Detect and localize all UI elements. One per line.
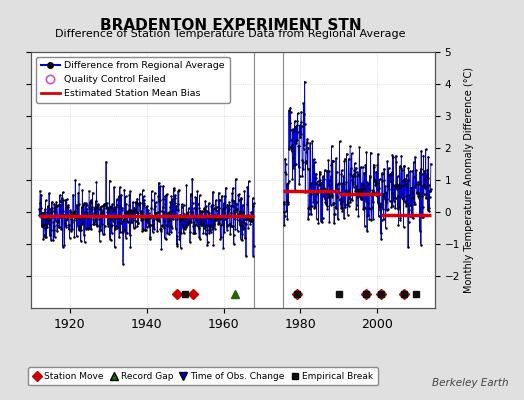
Text: Berkeley Earth: Berkeley Earth [432,378,508,388]
Y-axis label: Monthly Temperature Anomaly Difference (°C): Monthly Temperature Anomaly Difference (… [464,67,474,293]
Text: BRADENTON EXPERIMENT STN: BRADENTON EXPERIMENT STN [100,18,362,33]
Text: Difference of Station Temperature Data from Regional Average: Difference of Station Temperature Data f… [56,29,406,39]
Legend: Station Move, Record Gap, Time of Obs. Change, Empirical Break: Station Move, Record Gap, Time of Obs. C… [28,367,378,386]
